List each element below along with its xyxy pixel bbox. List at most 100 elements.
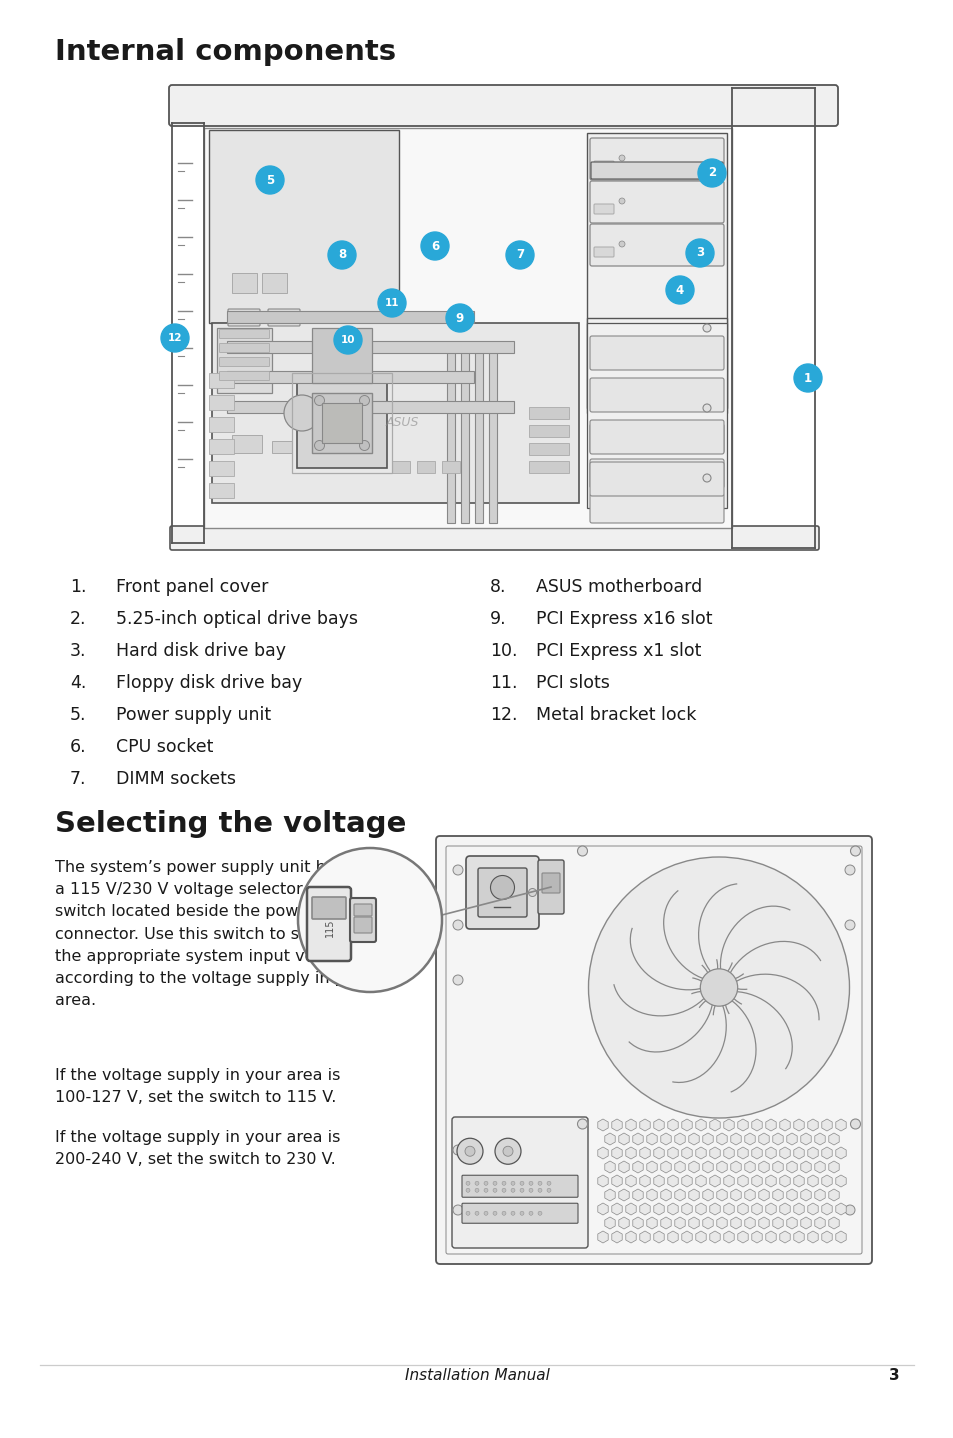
FancyBboxPatch shape [589,462,723,496]
Circle shape [465,1188,470,1192]
Text: PCI Express x1 slot: PCI Express x1 slot [536,641,700,660]
Circle shape [453,1145,462,1155]
Circle shape [377,289,406,316]
Text: PCI slots: PCI slots [536,674,609,692]
Bar [586,132,726,408]
Circle shape [511,1188,515,1192]
Bar [209,417,233,431]
Circle shape [529,1188,533,1192]
FancyBboxPatch shape [219,371,269,381]
Bar [529,462,568,473]
Bar [322,403,361,443]
FancyBboxPatch shape [477,869,526,917]
Circle shape [519,1181,523,1185]
Text: 7: 7 [516,249,523,262]
Circle shape [483,1188,488,1192]
FancyBboxPatch shape [219,358,269,367]
Circle shape [529,1181,533,1185]
FancyBboxPatch shape [589,224,723,266]
Circle shape [495,1139,520,1165]
Text: 6.: 6. [70,738,87,756]
Text: Hard disk drive bay: Hard disk drive bay [116,641,286,660]
Circle shape [505,242,534,269]
Bar [204,128,731,528]
Bar [475,344,482,523]
Text: 6: 6 [431,240,438,253]
FancyBboxPatch shape [465,856,538,929]
Circle shape [284,395,319,431]
Circle shape [546,1181,551,1185]
Circle shape [702,174,710,183]
Circle shape [511,1211,515,1215]
Circle shape [546,1188,551,1192]
Circle shape [255,165,284,194]
FancyBboxPatch shape [541,873,559,893]
Text: 3.: 3. [70,641,87,660]
Circle shape [618,155,624,161]
Circle shape [793,364,821,393]
Circle shape [702,324,710,332]
Bar [529,443,568,454]
Bar [447,344,455,523]
Text: The system’s power supply unit has
a 115 V/230 V voltage selector
switch located: The system’s power supply unit has a 115… [55,860,371,1008]
Circle shape [465,1211,470,1215]
Bar [227,341,514,352]
Bar [209,395,233,410]
FancyBboxPatch shape [219,329,269,338]
Text: CPU socket: CPU socket [116,738,213,756]
Circle shape [577,846,587,856]
Circle shape [844,1205,854,1215]
Bar [232,436,262,453]
Text: 115: 115 [325,919,335,938]
FancyBboxPatch shape [350,897,375,942]
Text: 4: 4 [675,283,683,296]
Circle shape [483,1181,488,1185]
Bar [586,324,726,508]
Circle shape [359,440,369,450]
Circle shape [577,1119,587,1129]
Text: 10.: 10. [490,641,517,660]
Text: ASUS: ASUS [386,416,419,429]
Text: 7.: 7. [70,769,87,788]
Bar [216,328,272,393]
Bar [460,344,469,523]
Bar [209,372,233,388]
Text: Power supply unit: Power supply unit [116,706,271,723]
FancyBboxPatch shape [219,344,269,352]
Circle shape [501,1211,505,1215]
Circle shape [588,857,848,1117]
FancyBboxPatch shape [170,526,818,549]
Circle shape [483,1211,488,1215]
Text: 1: 1 [803,371,811,384]
Circle shape [698,160,725,187]
Circle shape [618,198,624,204]
Circle shape [702,475,710,482]
Bar [227,371,474,383]
Bar [227,311,474,324]
Circle shape [498,889,506,896]
FancyBboxPatch shape [307,887,351,961]
FancyBboxPatch shape [461,1175,578,1198]
FancyBboxPatch shape [594,204,614,214]
Text: 11: 11 [384,298,399,308]
Bar [312,328,372,383]
Text: 8: 8 [337,249,346,262]
Bar [416,462,435,473]
Bar [209,129,398,324]
Circle shape [702,244,710,252]
FancyBboxPatch shape [354,905,372,916]
Bar [586,318,726,413]
Circle shape [328,242,355,269]
Circle shape [537,1188,541,1192]
Circle shape [528,889,536,896]
Bar [296,378,387,467]
Circle shape [844,866,854,874]
FancyBboxPatch shape [312,897,346,919]
FancyBboxPatch shape [354,917,372,933]
Circle shape [475,1181,478,1185]
Circle shape [464,1146,475,1156]
Text: 10: 10 [340,335,355,345]
FancyBboxPatch shape [589,138,723,180]
Circle shape [511,1181,515,1185]
Text: 2.: 2. [70,610,87,628]
